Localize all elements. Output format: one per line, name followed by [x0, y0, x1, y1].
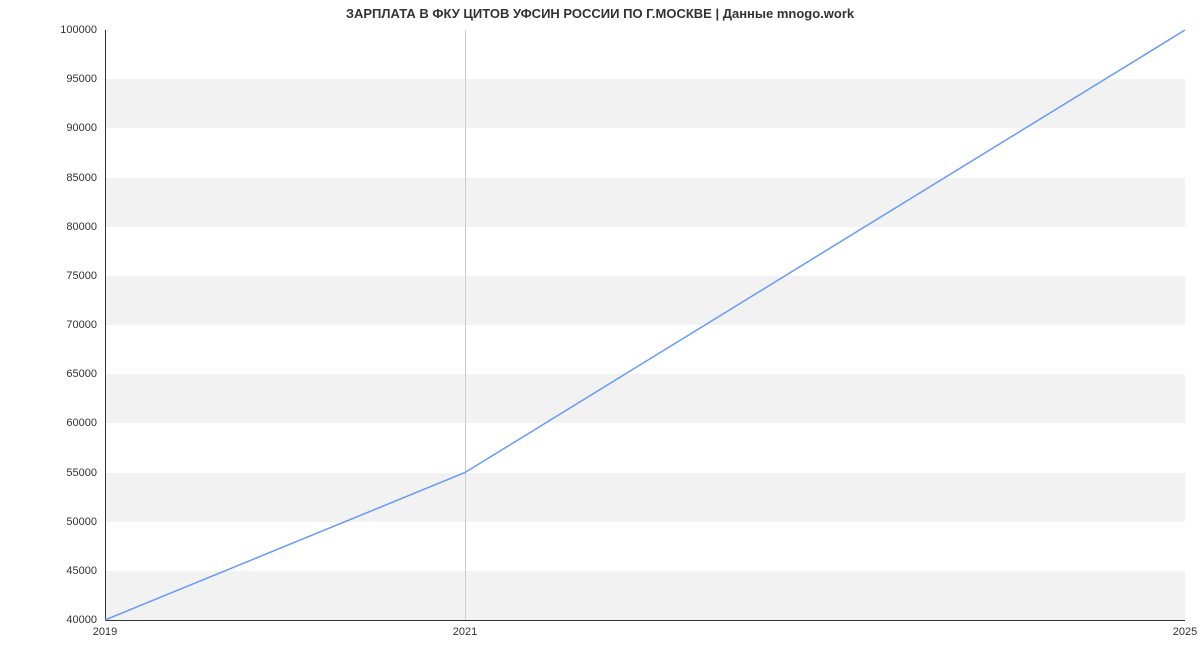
y-tick-label: 90000	[66, 122, 97, 134]
salary-line-chart: ЗАРПЛАТА В ФКУ ЦИТОВ УФСИН РОССИИ ПО Г.М…	[0, 0, 1200, 650]
y-tick-label: 65000	[66, 368, 97, 380]
series-line	[105, 30, 1185, 620]
y-tick-label: 40000	[66, 614, 97, 626]
y-tick-label: 45000	[66, 565, 97, 577]
line-series	[105, 30, 1185, 620]
y-tick-label: 60000	[66, 417, 97, 429]
y-tick-label: 55000	[66, 467, 97, 479]
x-axis-line	[105, 620, 1185, 621]
plot-area: 4000045000500005500060000650007000075000…	[105, 30, 1185, 620]
y-tick-label: 50000	[66, 516, 97, 528]
y-tick-label: 95000	[66, 73, 97, 85]
y-tick-label: 100000	[60, 24, 97, 36]
y-tick-label: 85000	[66, 172, 97, 184]
x-tick-label: 2025	[1173, 626, 1197, 638]
y-tick-label: 80000	[66, 221, 97, 233]
x-tick-label: 2019	[93, 626, 117, 638]
y-tick-label: 70000	[66, 319, 97, 331]
y-tick-label: 75000	[66, 270, 97, 282]
x-tick-label: 2021	[453, 626, 477, 638]
chart-title: ЗАРПЛАТА В ФКУ ЦИТОВ УФСИН РОССИИ ПО Г.М…	[0, 6, 1200, 21]
